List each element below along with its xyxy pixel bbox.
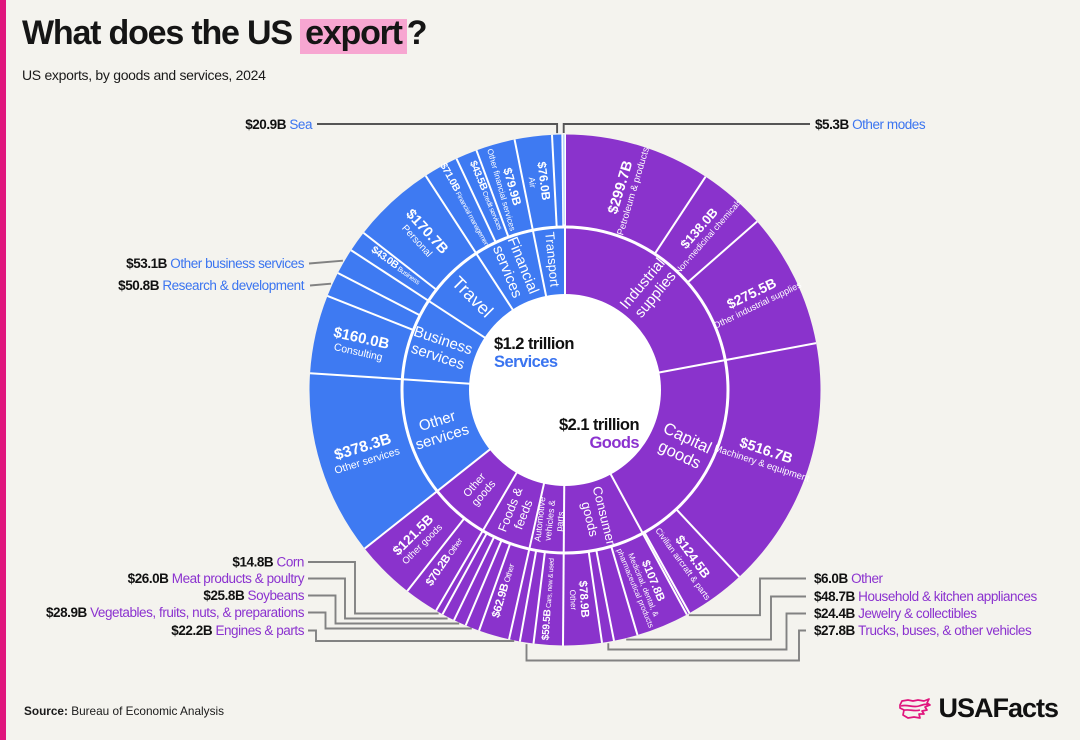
svg-text:Services: Services (494, 353, 558, 371)
svg-text:$14.8B Corn: $14.8B Corn (232, 555, 304, 570)
svg-text:$50.8B Research & development: $50.8B Research & development (118, 278, 305, 293)
svg-text:$24.4B Jewelry & collectibles: $24.4B Jewelry & collectibles (814, 606, 977, 621)
svg-text:$59.5B Cars, new & used: $59.5B Cars, new & used (541, 558, 557, 641)
svg-text:$76.0BAir: $76.0BAir (525, 161, 553, 203)
svg-text:$20.9B Sea: $20.9B Sea (245, 117, 313, 132)
svg-text:$2.1 trillion: $2.1 trillion (559, 416, 639, 434)
svg-text:Transport: Transport (542, 231, 562, 288)
svg-text:$5.3B Other modes: $5.3B Other modes (815, 117, 926, 132)
svg-text:$27.8B Trucks, buses, & other: $27.8B Trucks, buses, & other vehicles (814, 623, 1032, 638)
svg-text:$26.0B Meat products & poultry: $26.0B Meat products & poultry (128, 571, 305, 586)
svg-text:$53.1B Other business services: $53.1B Other business services (126, 256, 305, 271)
svg-text:Automotivevehicles &parts: Automotivevehicles &parts (532, 496, 567, 544)
svg-text:$6.0B Other: $6.0B Other (814, 571, 884, 586)
svg-text:$378.3BOther services: $378.3BOther services (328, 429, 401, 477)
svg-text:$78.9BOther: $78.9BOther (567, 580, 590, 618)
svg-text:$48.7B Household & kitchen app: $48.7B Household & kitchen appliances (814, 589, 1037, 604)
svg-text:Goods: Goods (590, 434, 640, 452)
svg-text:$22.2B Engines & parts: $22.2B Engines & parts (171, 623, 304, 638)
svg-text:$1.2 trillion: $1.2 trillion (494, 335, 574, 353)
svg-text:$25.8B Soybeans: $25.8B Soybeans (203, 588, 304, 603)
svg-text:$28.9B Vegetables, fruits, nut: $28.9B Vegetables, fruits, nuts, & prepa… (46, 605, 305, 620)
